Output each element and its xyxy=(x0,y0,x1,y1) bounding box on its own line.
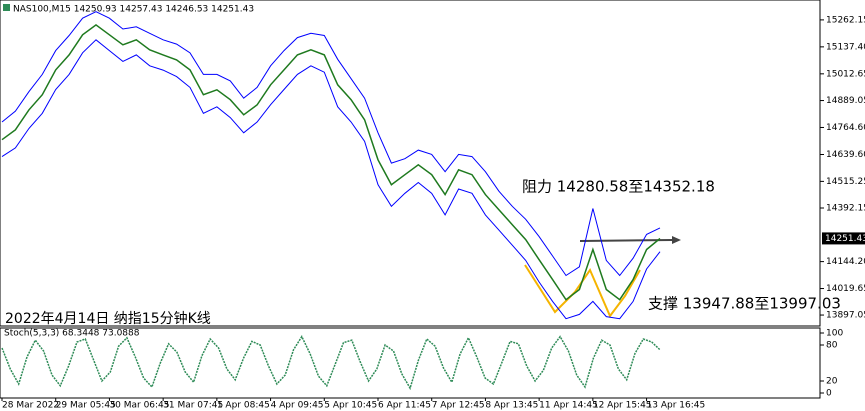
series-line xyxy=(1,39,661,320)
stoch-title: Stoch(5,3,3) 68.3448 73.0888 xyxy=(4,329,140,339)
y-tick-label: 14764.60 xyxy=(826,123,865,133)
y-tick-label: 0 xyxy=(826,389,832,399)
series-line xyxy=(1,11,661,277)
support-note: 支撑 13947.88至13997.03 xyxy=(648,295,841,313)
x-tick-label: 5 Apr 10:45 xyxy=(324,401,377,411)
y-tick-label: 14639.60 xyxy=(826,150,865,160)
y-tick-label: 14019.65 xyxy=(826,284,865,294)
y-tick-label: 14392.15 xyxy=(826,203,865,213)
y-tick-label: 100 xyxy=(826,329,843,339)
y-tick-label: 80 xyxy=(826,341,838,351)
y-tick-label: 14889.05 xyxy=(826,96,865,106)
y-tick-label: 15262.15 xyxy=(826,15,865,25)
x-tick-label: 13 Apr 16:45 xyxy=(647,401,706,411)
x-tick-label: 8 Apr 13:45 xyxy=(485,401,538,411)
pattern-line xyxy=(524,264,641,318)
price-panel xyxy=(0,0,821,327)
y-tick-label: 13897.05 xyxy=(826,311,865,321)
y-tick-label: 15012.65 xyxy=(826,69,865,79)
series-line xyxy=(1,23,661,301)
x-tick-label: 7 Apr 12:45 xyxy=(432,401,485,411)
arrow-line xyxy=(579,239,673,242)
x-tick-label: 11 Apr 14:45 xyxy=(539,401,598,411)
x-tick-label: 6 Apr 11:45 xyxy=(378,401,431,411)
y-tick-label: 14515.25 xyxy=(826,177,865,187)
x-tick-label: 28 Mar 2022 xyxy=(2,401,59,411)
arrow-head xyxy=(672,236,681,244)
chart-caption: 2022年4月14日 纳指15分钟K线 xyxy=(5,310,211,327)
y-tick-label: 15137.40 xyxy=(826,42,865,52)
price-label: 14251.43 xyxy=(825,234,865,244)
x-tick-label: 30 Mar 06:45 xyxy=(109,401,169,411)
stoch-panel xyxy=(0,327,821,399)
resistance-note: 阻力 14280.58至14352.18 xyxy=(522,178,715,196)
chart-header: NAS100,M15 14250.93 14257.43 14246.53 14… xyxy=(13,5,254,15)
x-tick-label: 29 Mar 05:45 xyxy=(56,401,116,411)
x-tick-label: 4 Apr 09:45 xyxy=(271,401,324,411)
x-tick-label: 12 Apr 15:45 xyxy=(593,401,652,411)
y-tick-label: 20 xyxy=(826,377,838,387)
x-tick-label: 1 Apr 08:45 xyxy=(217,401,270,411)
price-box xyxy=(822,232,865,245)
series-line xyxy=(1,335,661,391)
symbol-icon xyxy=(3,4,10,11)
y-tick-label: 14144.20 xyxy=(826,257,865,267)
x-tick-label: 31 Mar 07:45 xyxy=(163,401,223,411)
